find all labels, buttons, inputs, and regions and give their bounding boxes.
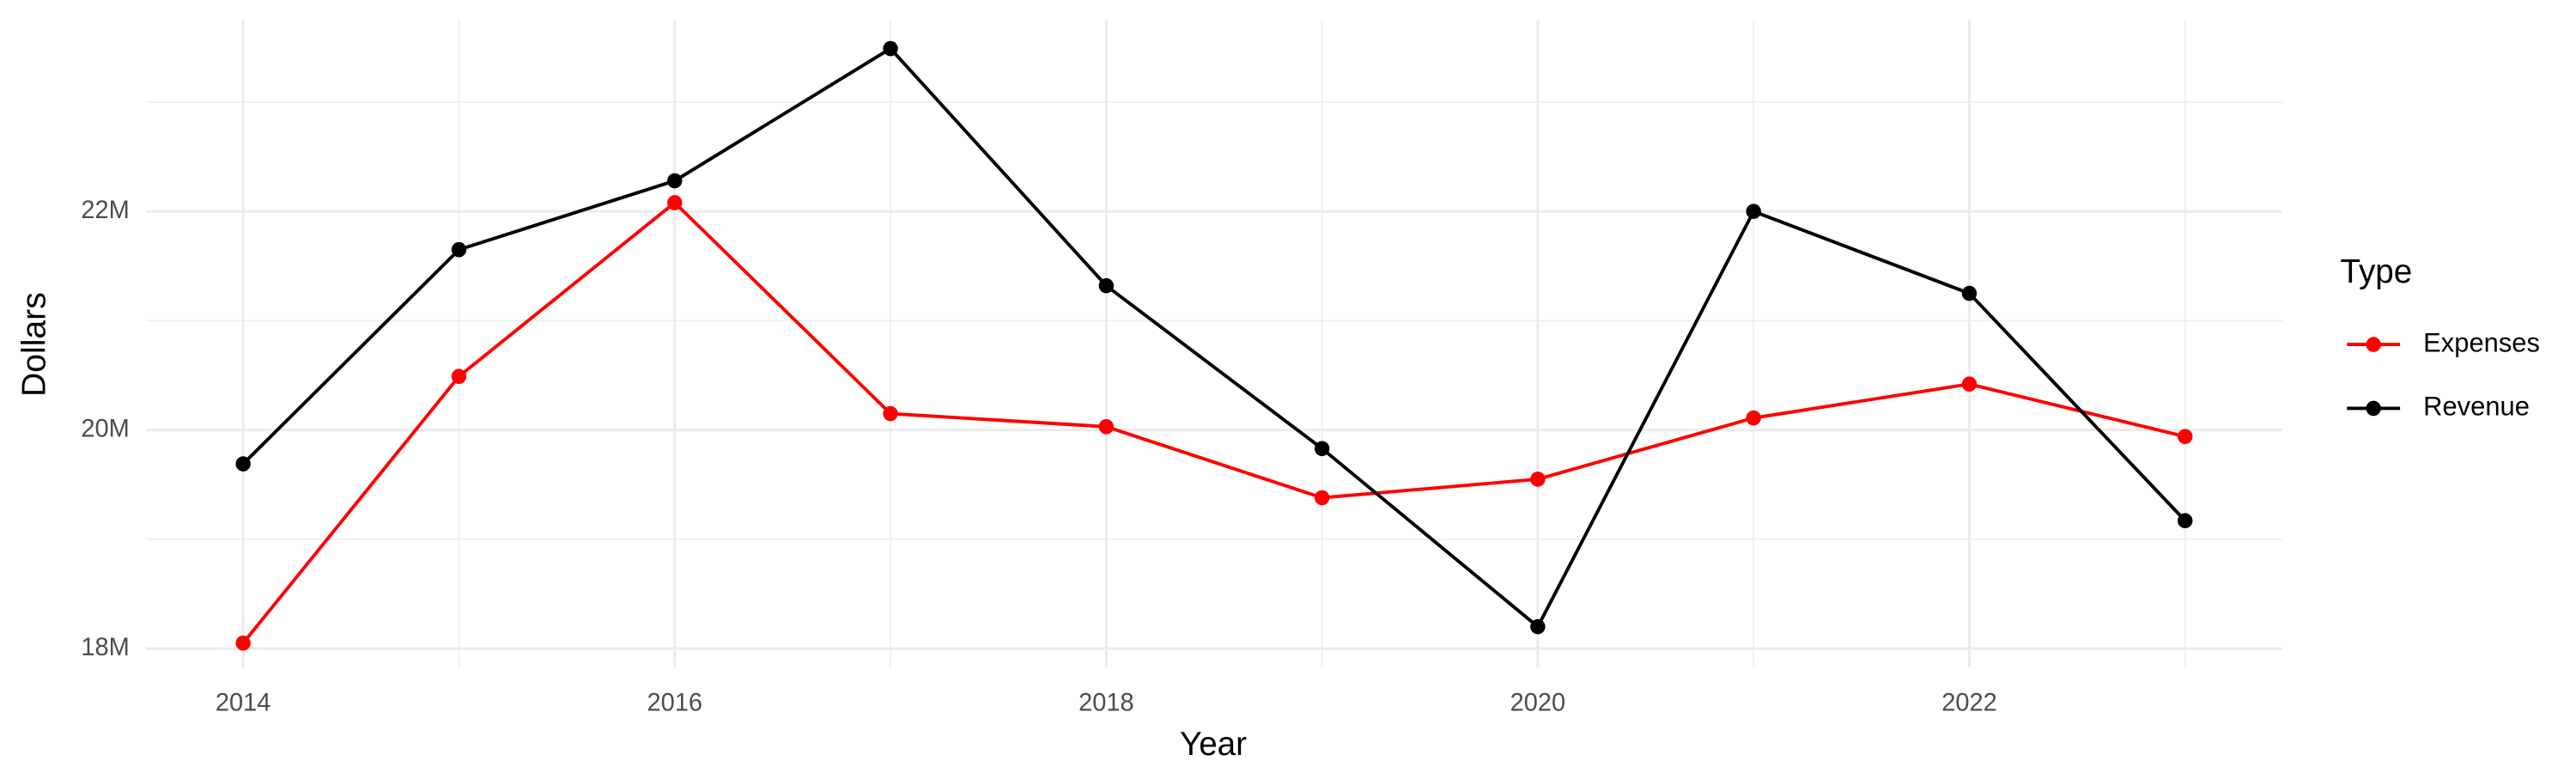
point bbox=[2178, 429, 2193, 445]
point bbox=[235, 635, 251, 651]
line bbox=[241, 46, 2187, 630]
y-tick-label: 20M bbox=[81, 415, 129, 442]
point bbox=[1098, 277, 1115, 294]
point bbox=[1098, 419, 1115, 435]
y-tick-label: 22M bbox=[81, 197, 129, 224]
x-tick-label: 2022 bbox=[1941, 689, 1996, 716]
point bbox=[667, 173, 683, 189]
x-tick-label: 2016 bbox=[647, 689, 702, 716]
x-tick-label: 2018 bbox=[1078, 689, 1133, 716]
point bbox=[2178, 513, 2193, 529]
x-tick-label: 2020 bbox=[1510, 689, 1565, 716]
point bbox=[1746, 204, 1761, 219]
point bbox=[1530, 472, 1546, 487]
x-axis-title: Year bbox=[1180, 726, 1247, 763]
point bbox=[667, 195, 683, 210]
point bbox=[1961, 285, 1978, 301]
point bbox=[1530, 618, 1546, 635]
point bbox=[1314, 490, 1330, 506]
point bbox=[1746, 410, 1761, 426]
point bbox=[451, 241, 467, 258]
legend-title: Type bbox=[2341, 253, 2413, 290]
legend-key-point bbox=[2366, 400, 2381, 417]
point bbox=[1961, 376, 1978, 392]
point bbox=[883, 405, 898, 422]
point bbox=[451, 368, 467, 385]
legend-key-point bbox=[2366, 337, 2381, 352]
point bbox=[1314, 441, 1330, 457]
line bbox=[241, 200, 2186, 644]
legend-label: Revenue bbox=[2423, 392, 2530, 422]
y-tick-label: 18M bbox=[81, 634, 129, 661]
legend-label: Expenses bbox=[2423, 327, 2540, 357]
point bbox=[235, 456, 251, 472]
point bbox=[883, 40, 898, 57]
x-tick-label: 2014 bbox=[216, 689, 270, 716]
y-axis-title: Dollars bbox=[16, 292, 53, 397]
